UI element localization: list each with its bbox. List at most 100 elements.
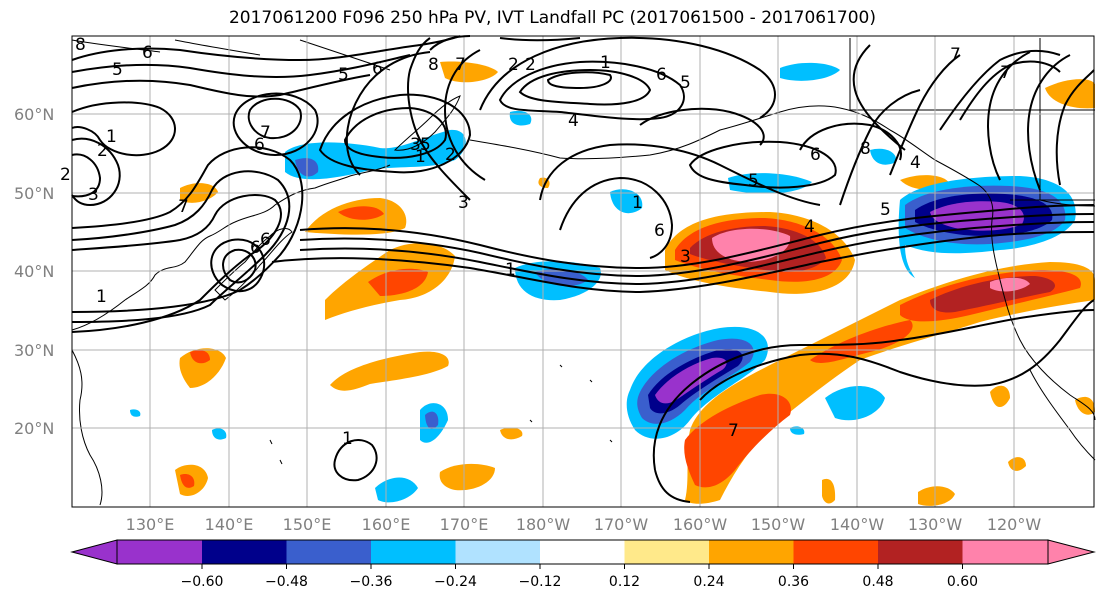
contour-label: 4 — [568, 111, 579, 131]
pv-contour — [333, 439, 378, 482]
pv-contour — [71, 101, 176, 157]
lon-label: 180°W — [516, 515, 571, 534]
pv-contour — [71, 153, 102, 198]
contour-label: 2 — [525, 55, 536, 75]
shade-neg — [655, 357, 727, 404]
lat-label: 60°N — [14, 105, 54, 124]
contour-label: 7 — [1000, 63, 1011, 83]
contour-label: 1 — [600, 53, 611, 73]
pv-contour — [559, 176, 674, 259]
border-canada — [849, 38, 1095, 111]
contour-label: 5 — [680, 73, 691, 93]
pv-contour — [889, 54, 961, 176]
pv-contour — [688, 140, 837, 189]
contour-label: 7 — [728, 421, 739, 441]
contour-label: 1 — [342, 429, 353, 449]
colorbar-segment — [624, 540, 709, 564]
contour-label: 1 — [505, 260, 516, 280]
contour-label: 3 — [88, 185, 99, 205]
pv-contour — [71, 54, 411, 78]
shade-neg — [212, 428, 227, 440]
shade-neg — [425, 411, 439, 429]
colorbar-tick-label: 0.60 — [947, 574, 978, 590]
contour-label: 1 — [415, 147, 426, 167]
contour-label: 5 — [338, 65, 349, 85]
pv-contour — [71, 137, 121, 207]
colorbar-tick-label: −0.36 — [350, 574, 393, 590]
lon-label: 150°E — [283, 515, 332, 534]
pv-contour — [232, 92, 319, 157]
pv-contour — [345, 51, 431, 176]
lat-label: 20°N — [14, 419, 54, 438]
pv-contour — [479, 36, 776, 119]
pv-contour — [222, 248, 257, 284]
island — [269, 364, 613, 465]
colorbar-segment — [962, 540, 1048, 564]
colorbar-tick-label: −0.12 — [519, 574, 562, 590]
shade-pos — [990, 385, 1010, 408]
shade-pos — [180, 474, 195, 488]
coastline-china — [71, 349, 103, 506]
contour-label: 6 — [142, 43, 153, 63]
map-title: 2017061200 F096 250 hPa PV, IVT Landfall… — [228, 8, 876, 28]
contour-label: 7 — [178, 197, 189, 217]
coastline-asia — [71, 164, 391, 331]
contour-label: 8 — [428, 55, 439, 75]
contour-label: 2 — [508, 55, 519, 75]
pv-contour — [987, 51, 1031, 181]
pv-contour — [247, 97, 302, 140]
contour-label: 2 — [97, 141, 108, 161]
pv-contours — [71, 35, 1095, 503]
colorbar-segment — [371, 540, 456, 564]
contour-label: 3 — [410, 135, 421, 155]
shade-pos — [500, 427, 523, 440]
shade-neg — [130, 409, 141, 417]
pv-contour — [71, 170, 291, 323]
lon-label: 160°W — [673, 515, 728, 534]
shade-pos — [330, 351, 449, 391]
colorbar-segment — [878, 540, 963, 564]
pv-contour — [318, 93, 472, 174]
pv-contour — [71, 146, 304, 313]
colorbar-tick-label: 0.12 — [609, 574, 640, 590]
shade-neg — [870, 148, 897, 165]
lat-label: 40°N — [14, 262, 54, 281]
shade-pos — [439, 463, 495, 491]
contour-label: 3 — [458, 193, 469, 213]
pv-contour — [71, 74, 371, 98]
colorbar-segment — [117, 540, 202, 564]
contour-label: 8 — [860, 139, 871, 159]
pv-contour — [699, 299, 1095, 401]
contour-label: 1 — [96, 287, 107, 307]
shade-pos — [338, 206, 384, 220]
pv-contour — [407, 37, 471, 201]
pv-contour — [852, 44, 906, 151]
contour-label: 5 — [112, 60, 123, 80]
lat-label: 30°N — [14, 341, 54, 360]
colorbar: −0.60 −0.48 −0.36 −0.24 −0.12 0.12 0.24 … — [70, 539, 1096, 590]
pv-contour — [299, 221, 1095, 286]
contour-label: 7 — [455, 55, 466, 75]
colorbar-segment — [540, 540, 625, 564]
contour-label: 1 — [106, 127, 117, 147]
contour-label: 7 — [260, 123, 271, 143]
lat-label: 50°N — [14, 184, 54, 203]
contour-label: 6 — [656, 65, 667, 85]
lon-label: 140°W — [830, 515, 885, 534]
colorbar-segment — [286, 540, 371, 564]
pv-contour — [1027, 54, 1071, 191]
shade-pos — [684, 393, 791, 488]
colorbar-segment — [709, 540, 794, 564]
pv-contour — [299, 204, 1095, 270]
contour-label: 4 — [804, 217, 815, 237]
colorbar-tick-label: −0.48 — [265, 574, 308, 590]
contour-label: 5 — [748, 171, 759, 191]
shade-pos — [918, 486, 955, 506]
shade-pos — [368, 268, 428, 296]
lon-label: 170°W — [594, 515, 649, 534]
shade-pos — [179, 348, 226, 388]
lat-labels: 60°N 50°N 40°N 30°N 20°N — [14, 105, 54, 438]
pv-contour — [71, 35, 461, 62]
pv-contour — [518, 68, 652, 106]
lon-label: 170°E — [440, 515, 489, 534]
